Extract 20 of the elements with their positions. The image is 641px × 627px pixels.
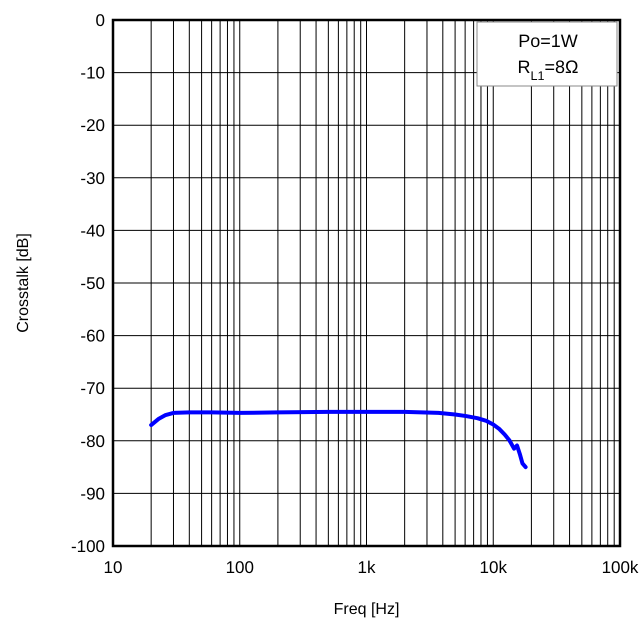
x-tick-label: 10 (104, 558, 122, 577)
y-tick-label: -100 (70, 537, 105, 556)
x-axis-title: Freq [Hz] (334, 601, 400, 618)
y-tick-label: -80 (80, 432, 105, 451)
y-tick-label: -10 (80, 64, 105, 83)
y-tick-label: -60 (80, 326, 105, 346)
x-tick-label: 100k (602, 558, 639, 577)
annotation: R$_{L1}$=8Ω (518, 57, 578, 83)
annotation: Po=1W (518, 31, 578, 51)
y-tick-label: -50 (80, 274, 105, 293)
y-axis-title: Crosstalk [dB] (15, 233, 32, 333)
y-tick-label: -90 (80, 484, 105, 504)
x-tick-label: 1k (358, 558, 376, 577)
y-tick-label: -20 (80, 116, 105, 136)
x-tick-label: 100 (226, 558, 254, 577)
y-tick-label: -70 (80, 379, 105, 398)
y-tick-label: 0 (96, 11, 105, 30)
y-tick-label: -40 (80, 221, 105, 240)
x-tick-label: 10k (480, 558, 508, 577)
y-tick-label: -30 (80, 168, 105, 188)
